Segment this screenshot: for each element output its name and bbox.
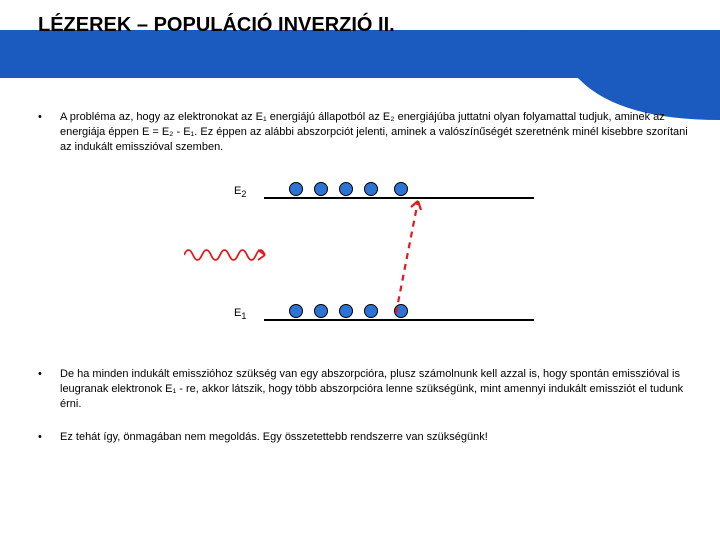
header-band xyxy=(0,0,720,78)
electron-lower xyxy=(364,304,378,318)
bullet-text-1: A probléma az, hogy az elektronokat az E… xyxy=(60,110,690,155)
bullet-text-2: De ha minden indukált emisszióhoz szüksé… xyxy=(60,367,690,412)
bullet-3: • Ez tehát így, önmagában nem megoldás. … xyxy=(38,430,690,445)
electron-lower xyxy=(339,304,353,318)
photon-wave xyxy=(184,243,274,267)
label-e2: E2 xyxy=(234,185,246,199)
electron-upper xyxy=(339,182,353,196)
label-e1: E1 xyxy=(234,307,246,321)
bullet-marker: • xyxy=(38,110,60,125)
electron-upper xyxy=(314,182,328,196)
electron-upper xyxy=(289,182,303,196)
bullet-1: • A probléma az, hogy az elektronokat az… xyxy=(38,110,690,155)
bullet-marker: • xyxy=(38,430,60,445)
electron-upper xyxy=(364,182,378,196)
energy-level-diagram: E2 E1 xyxy=(134,173,594,343)
line-e1 xyxy=(264,319,534,321)
absorption-arrow xyxy=(384,191,434,319)
slide-title: LÉZEREK – POPULÁCIÓ INVERZIÓ II. xyxy=(38,14,395,37)
bullet-marker: • xyxy=(38,367,60,382)
electron-lower xyxy=(289,304,303,318)
bullet-text-3: Ez tehát így, önmagában nem megoldás. Eg… xyxy=(60,430,488,445)
electron-lower xyxy=(314,304,328,318)
bullet-2: • De ha minden indukált emisszióhoz szük… xyxy=(38,367,690,412)
content-area: • A probléma az, hogy az elektronokat az… xyxy=(38,110,690,463)
header-curve xyxy=(520,30,720,120)
